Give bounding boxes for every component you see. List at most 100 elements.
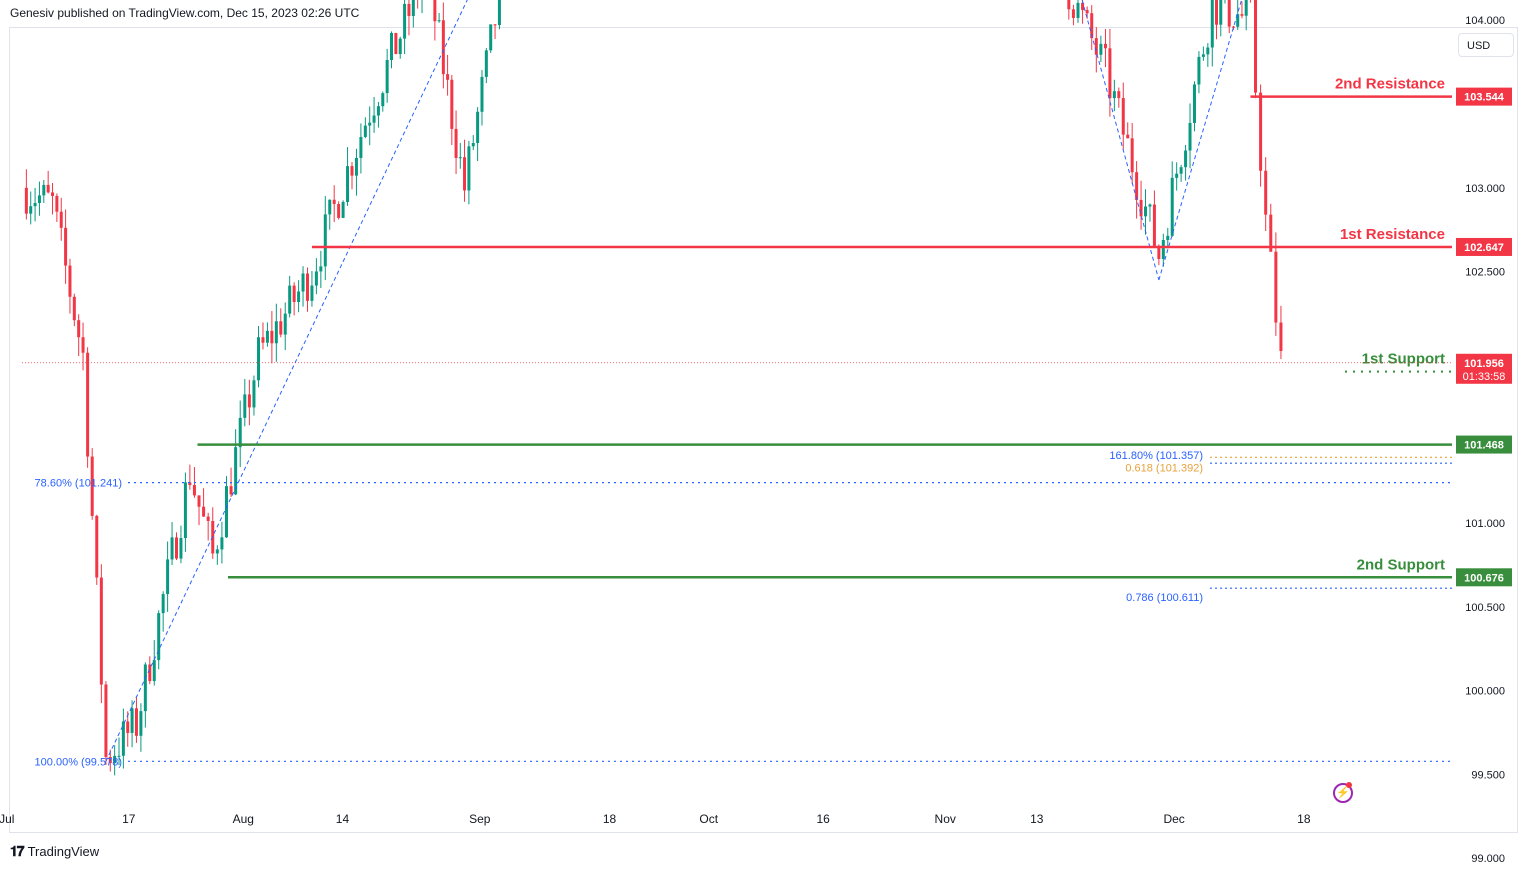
lightning-icon[interactable]: ⚡ [1333, 783, 1353, 803]
current-price-label: 101.956 [1464, 358, 1504, 370]
candle-body [368, 122, 372, 126]
candle-body [261, 337, 265, 343]
price-tag [1456, 435, 1512, 454]
candle-body [90, 456, 94, 516]
candle-body [143, 664, 147, 712]
x-tick-label: Jul [0, 812, 14, 826]
candle-body [463, 157, 467, 191]
candle-body [279, 321, 283, 335]
candle-body [480, 76, 484, 112]
candle-body [411, 0, 415, 16]
candle-body [1244, 0, 1248, 16]
candle-body [454, 128, 458, 158]
y-tick-label: 104.000 [1465, 15, 1505, 27]
candle-body [170, 537, 174, 560]
candle-body [42, 184, 46, 196]
candle-body [1152, 204, 1156, 246]
candle-body [1184, 150, 1188, 168]
candle-body [108, 756, 112, 764]
candle-body [1090, 13, 1094, 39]
candle-body [99, 577, 103, 685]
candle-body [337, 204, 341, 218]
candle-body [467, 146, 471, 191]
candle-body [1148, 204, 1152, 207]
candle-body [64, 227, 68, 266]
candle-body [117, 755, 121, 757]
price-tag [1456, 87, 1512, 106]
candle-body [1210, 0, 1214, 48]
candle-body [332, 199, 336, 205]
candle-body [95, 515, 99, 578]
price-tag-label: 103.544 [1464, 92, 1505, 104]
price-tag [1456, 237, 1512, 256]
tradingview-logo-icon: 𝟏𝟕 [10, 843, 25, 859]
fib-extension-label: 161.80% (101.357) [1109, 450, 1203, 462]
resistance-label: 2nd Resistance [1335, 76, 1445, 93]
x-tick-label: 14 [336, 812, 350, 826]
candle-body [33, 202, 37, 207]
candle-body [1094, 38, 1098, 55]
candle-body [1067, 0, 1071, 10]
candle-body [72, 296, 76, 321]
candle-body [1144, 206, 1148, 217]
publisher-header: Genesiv published on TradingView.com, De… [10, 6, 360, 20]
candle-body [1170, 177, 1174, 236]
candle-body [346, 166, 350, 202]
x-tick-label: 13 [1030, 812, 1044, 826]
candle-body [1264, 170, 1268, 215]
candle-body [1188, 122, 1192, 151]
candle-body [1081, 2, 1085, 11]
fib-retracement-label: 78.60% (101.241) [35, 478, 122, 490]
candle-body [319, 266, 323, 272]
candle-body [148, 664, 152, 682]
candle-body [1161, 240, 1165, 259]
candle-body [372, 115, 376, 123]
candle-body [1179, 167, 1183, 174]
candle-body [166, 559, 170, 595]
y-tick-label: 102.500 [1465, 267, 1505, 279]
candle-body [139, 711, 143, 736]
candle-body [394, 32, 398, 55]
candle-body [283, 313, 287, 335]
candle-body [1135, 172, 1139, 200]
x-tick-label: Dec [1163, 812, 1184, 826]
candle-body [1240, 14, 1244, 16]
candle-body [81, 337, 85, 353]
candle-body [1259, 92, 1263, 171]
candle-body [292, 285, 296, 303]
candle-body [68, 265, 72, 297]
candle-body [1099, 43, 1103, 55]
candle-body [104, 684, 108, 757]
candle-body [183, 482, 187, 539]
countdown-label: 01:33:58 [1463, 371, 1506, 383]
currency-button[interactable]: USD [1458, 33, 1514, 57]
x-tick-label: Sep [469, 812, 491, 826]
candle-body [350, 166, 354, 176]
fib-retracement-label: 100.00% (99.578) [35, 756, 122, 768]
candle-body [363, 125, 367, 137]
candle-body [192, 485, 196, 496]
candle-body [24, 187, 28, 214]
fib-extension-label: 0.618 (101.392) [1125, 462, 1203, 474]
candle-body [1126, 134, 1130, 139]
candle-body [398, 38, 402, 55]
x-tick-label: 16 [816, 812, 830, 826]
x-tick-label: Oct [699, 812, 718, 826]
candle-body [1219, 0, 1223, 25]
candle-body [1197, 56, 1201, 85]
footer-brand[interactable]: 𝟏𝟕 TradingView [10, 843, 99, 860]
candle-body [29, 206, 33, 214]
candle-body [1085, 10, 1089, 14]
candle-body [288, 285, 292, 314]
candle-body [152, 660, 156, 682]
candle-body [437, 20, 441, 22]
candle-body [297, 291, 301, 303]
candle-body [274, 321, 278, 344]
trend-line [1158, 0, 1243, 281]
candle-body [385, 60, 389, 94]
candle-body [1108, 48, 1112, 99]
candle-body [484, 50, 488, 77]
trend-line [1081, 0, 1160, 281]
candle-body [1254, 0, 1258, 93]
